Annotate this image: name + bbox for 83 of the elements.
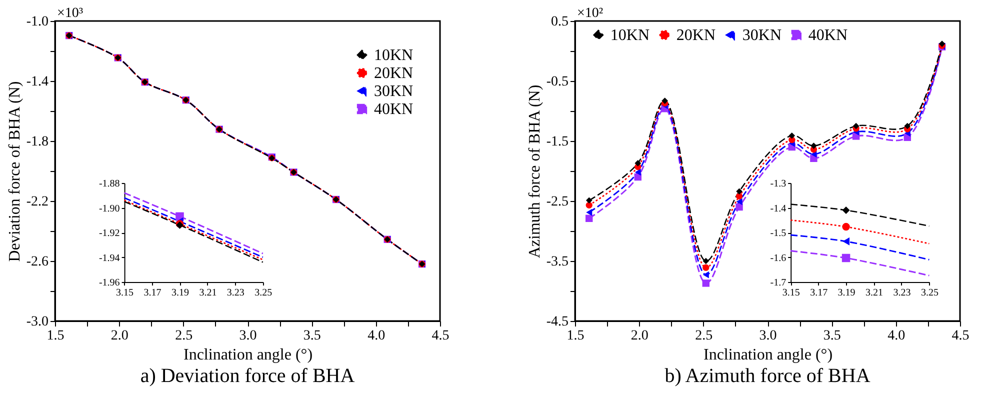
x-tick-label: 3.0: [239, 328, 257, 344]
y-axis-title: Azimuth force of BHA (N): [526, 84, 544, 258]
legend-label: 10KN: [610, 27, 650, 44]
x-tick-label: 3.17: [144, 288, 162, 298]
y-tick-label: -1.88: [98, 178, 120, 190]
text: ×10³: [57, 6, 84, 21]
y-tick-label: -1.0: [26, 14, 48, 30]
point: [586, 208, 592, 216]
y-tick-label: -1.8: [26, 134, 48, 150]
point: [634, 168, 641, 176]
point: [702, 271, 709, 278]
x-tick-label: 3.19: [838, 288, 856, 298]
y-tick-label: -1.4: [26, 74, 48, 90]
x-tick-label: 3.23: [226, 288, 244, 298]
point: [702, 258, 710, 264]
y-tick-label: -2.5: [546, 194, 568, 210]
x-tick-label: 4.5: [432, 328, 450, 344]
y-tick-label: -1.7: [770, 278, 786, 288]
point: [788, 132, 796, 139]
x-tick-label: 3.19: [171, 288, 189, 298]
x-tick-label: 2.5: [175, 328, 193, 344]
x-tick-label: 3.25: [254, 288, 272, 298]
x-tick-label: 4.0: [368, 328, 386, 344]
y-tick-label: -1.6: [770, 252, 786, 264]
x-tick-label: 3.5: [823, 328, 841, 344]
point: [586, 197, 592, 204]
y-tick-label: -2.2: [26, 194, 48, 210]
point: [702, 264, 710, 271]
y-tick-label: -0.5: [546, 74, 568, 90]
point: [702, 280, 710, 287]
x-axis-title: Inclination angle (°): [183, 346, 313, 364]
legend-label: 10KN: [374, 47, 414, 64]
x-tick-label: 1.5: [46, 328, 64, 344]
point: [736, 188, 742, 195]
y-axis-title: Deviation force of BHA (N): [6, 81, 24, 262]
y-tick-label: -1.3: [770, 178, 786, 190]
y-tick-label: -1.4: [770, 203, 786, 214]
x-tick-label: 3.17: [810, 288, 828, 298]
y-tick-label: -3.5: [546, 254, 568, 270]
x-tick-label: 4.0: [888, 328, 906, 344]
x-tick-label: 3.25: [920, 288, 938, 298]
x-axis-title: Inclination angle (°): [703, 346, 833, 364]
point: [852, 122, 860, 130]
point: [736, 203, 743, 211]
point: [662, 98, 668, 104]
y-tick-label: -1.5: [546, 134, 568, 150]
text: ×10²: [577, 6, 604, 21]
y-tick-label: -1.5: [770, 228, 786, 239]
x-tick-label: 2.5: [695, 328, 713, 344]
x-tick-label: 3.15: [782, 288, 800, 298]
x-tick-label: 2.0: [110, 328, 128, 344]
x-tick-label: 3.0: [759, 328, 777, 344]
point: [736, 198, 742, 206]
x-tick-label: 3.15: [116, 288, 134, 298]
point: [904, 122, 911, 130]
y-tick-label: -4.5: [546, 314, 568, 330]
legend-label: 30KN: [742, 27, 782, 44]
y-tick-label: -1.90: [98, 203, 120, 214]
x-tick-label: 2.0: [630, 328, 648, 344]
legend-label: 40KN: [808, 27, 848, 44]
x-tick-label: 3.23: [893, 288, 911, 298]
x-tick-label: 4.5: [952, 328, 970, 344]
point: [634, 160, 642, 166]
text: b) Azimuth force of BHA: [664, 365, 871, 387]
x-tick-label: 3.21: [866, 288, 884, 298]
legend-label: 20KN: [374, 65, 414, 82]
legend-label: 40KN: [374, 101, 414, 118]
y-tick-label: -1.92: [98, 228, 120, 239]
point: [736, 192, 743, 200]
y-tick-label: -1.94: [98, 252, 120, 264]
x-tick-label: 3.21: [199, 288, 217, 298]
y-tick-label: -1.96: [98, 278, 120, 288]
legend-label: 30KN: [374, 83, 414, 100]
point: [586, 214, 593, 222]
x-tick-label: 3.5: [303, 328, 321, 344]
y-tick-label: -3.0: [26, 314, 48, 330]
point: [810, 142, 817, 149]
x-tick-label: 1.5: [566, 328, 584, 344]
text: a) Deviation force of BHA: [140, 365, 356, 387]
y-tick-label: 0.5: [551, 14, 568, 30]
point: [586, 202, 592, 209]
legend-label: 20KN: [676, 27, 716, 44]
y-tick-label: -2.6: [26, 254, 48, 270]
